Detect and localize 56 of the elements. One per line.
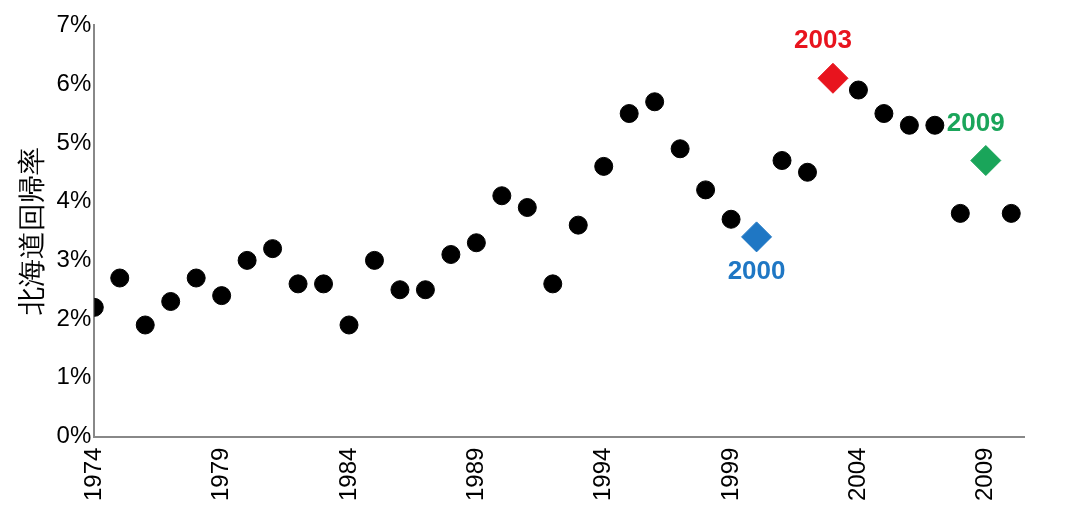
point — [390, 280, 410, 300]
point — [135, 315, 155, 335]
point — [899, 115, 919, 135]
x-tick-label: 1984 — [333, 447, 361, 501]
x-tick-label: 1979 — [206, 447, 234, 501]
point — [314, 274, 334, 294]
y-tick-label: 3% — [56, 245, 92, 272]
y-tick-label: 4% — [56, 186, 92, 214]
point — [237, 250, 257, 270]
point — [619, 104, 639, 124]
point — [415, 280, 435, 300]
series-label: 2000 — [727, 255, 786, 286]
x-tick-label: 1974 — [78, 447, 106, 501]
y-tick-label: 6% — [56, 68, 92, 96]
point — [797, 162, 817, 182]
point — [670, 139, 690, 159]
y-tick-label: 0% — [56, 421, 92, 449]
point — [1001, 203, 1021, 223]
point — [212, 286, 232, 306]
x-tick-label: 2004 — [843, 447, 871, 501]
point — [950, 203, 970, 223]
point — [543, 274, 563, 294]
point — [492, 186, 512, 206]
point — [925, 115, 945, 135]
point — [186, 268, 206, 288]
point — [441, 245, 461, 264]
point — [874, 104, 894, 124]
point — [364, 250, 384, 270]
point — [161, 292, 181, 311]
point — [568, 215, 588, 235]
y-tick-label: 1% — [56, 362, 92, 390]
series-label: 2009 — [946, 106, 1005, 137]
y-tick-label: 7% — [56, 10, 92, 38]
point — [288, 274, 308, 294]
point — [263, 239, 283, 259]
point — [339, 315, 359, 335]
x-tick-label: 1994 — [588, 447, 616, 501]
point — [721, 209, 741, 229]
y-tick-label: 5% — [56, 127, 92, 155]
point — [772, 151, 792, 171]
point — [970, 145, 1002, 177]
point — [466, 233, 486, 253]
point — [848, 80, 868, 100]
point — [110, 268, 130, 288]
point — [817, 62, 849, 94]
point — [696, 180, 716, 200]
point — [594, 156, 614, 176]
x-tick-label: 2009 — [970, 447, 998, 501]
point — [517, 198, 537, 218]
x-tick-label: 1999 — [715, 447, 743, 501]
x-tick-label: 1989 — [460, 447, 488, 501]
series-label: 2003 — [794, 24, 852, 55]
point — [645, 92, 665, 112]
y-tick-label: 2% — [56, 303, 92, 331]
y-axis-title: 北海道回帰率 — [15, 147, 47, 315]
point — [741, 221, 773, 253]
